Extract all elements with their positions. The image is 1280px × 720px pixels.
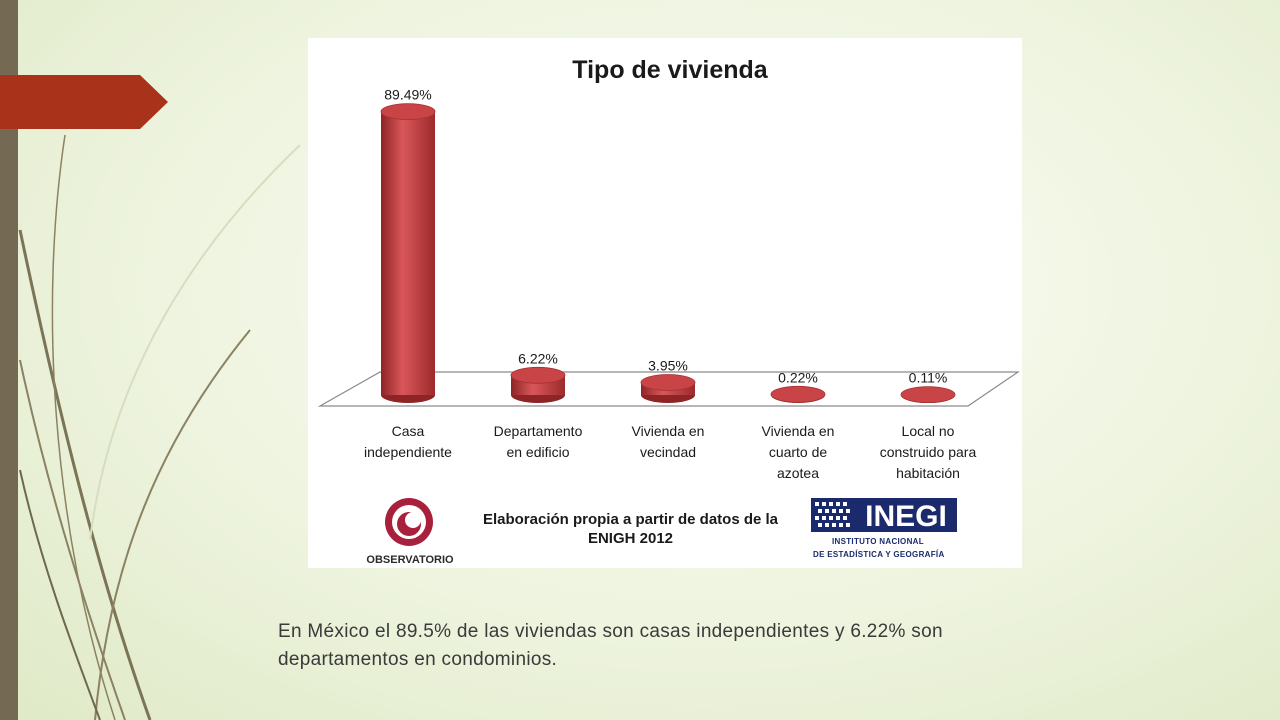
category-label: Departamento en edificio [494,423,583,460]
category-label: Vivienda en vecindad [632,423,705,460]
value-label: 0.22% [778,369,818,385]
value-label: 0.11% [909,370,948,386]
category-label: Casa independiente [364,423,452,460]
chart-title: Tipo de vivienda [572,56,769,84]
slide-caption: En México el 89.5% de las viviendas son … [278,621,943,670]
decorative-curves [18,134,301,720]
bar [380,103,436,403]
category-label: Vivienda en cuarto de azotea [762,423,835,481]
bar [640,374,696,403]
chart-panel: Tipo de vivienda 89.49% 6.22% 3.95% 0.22% 0.… [308,38,1022,568]
left-accent-bar [0,0,18,720]
bar [900,386,956,404]
bar [510,366,566,403]
value-label: 3.95% [648,357,688,373]
category-label: Local no construido para habitación [880,423,977,481]
source-note: Elaboración propia a partir de datos de … [482,511,779,547]
bar-chart: Tipo de vivienda 89.49% 6.22% 3.95% 0.22% 0.… [317,56,1020,481]
inegi-subtitle-line2: DE ESTADÍSTICA Y GEOGRAFÍA [813,550,945,559]
observatorio-logo-icon [385,498,433,546]
value-label: 89.49% [384,87,431,103]
bar [770,385,826,403]
inegi-subtitle-line1: INSTITUTO NACIONAL [832,537,924,546]
title-ribbon [0,75,168,129]
value-label: 6.22% [518,350,558,366]
observatorio-label: OBSERVATORIO [366,554,454,566]
inegi-logo-icon: INEGI [811,498,957,533]
inegi-wordmark: INEGI [865,500,947,533]
